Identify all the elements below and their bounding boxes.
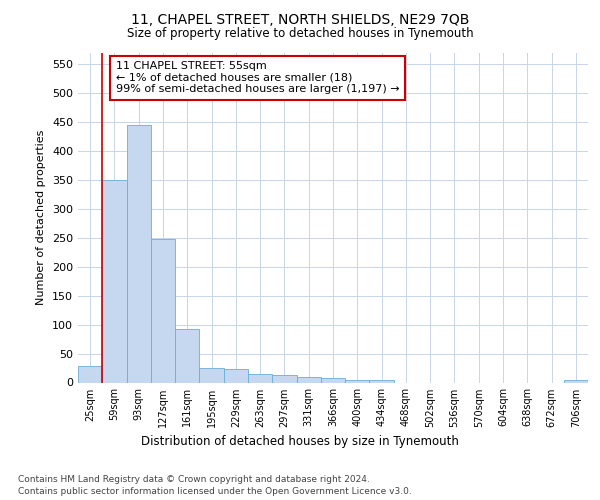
Bar <box>296 376 321 382</box>
Bar <box>564 380 588 382</box>
Bar <box>248 374 272 382</box>
Bar <box>127 125 151 382</box>
Text: Distribution of detached houses by size in Tynemouth: Distribution of detached houses by size … <box>141 435 459 448</box>
Bar <box>345 380 370 382</box>
Text: 11 CHAPEL STREET: 55sqm
← 1% of detached houses are smaller (18)
99% of semi-det: 11 CHAPEL STREET: 55sqm ← 1% of detached… <box>116 61 399 94</box>
Bar <box>151 239 175 382</box>
Text: Contains public sector information licensed under the Open Government Licence v3: Contains public sector information licen… <box>18 488 412 496</box>
Bar <box>199 368 224 382</box>
Bar <box>102 180 127 382</box>
Bar <box>224 368 248 382</box>
Bar <box>370 380 394 382</box>
Text: 11, CHAPEL STREET, NORTH SHIELDS, NE29 7QB: 11, CHAPEL STREET, NORTH SHIELDS, NE29 7… <box>131 12 469 26</box>
Bar <box>272 375 296 382</box>
Y-axis label: Number of detached properties: Number of detached properties <box>37 130 46 305</box>
Text: Size of property relative to detached houses in Tynemouth: Size of property relative to detached ho… <box>127 28 473 40</box>
Bar <box>175 328 199 382</box>
Bar <box>78 366 102 382</box>
Text: Contains HM Land Registry data © Crown copyright and database right 2024.: Contains HM Land Registry data © Crown c… <box>18 475 370 484</box>
Bar <box>321 378 345 382</box>
